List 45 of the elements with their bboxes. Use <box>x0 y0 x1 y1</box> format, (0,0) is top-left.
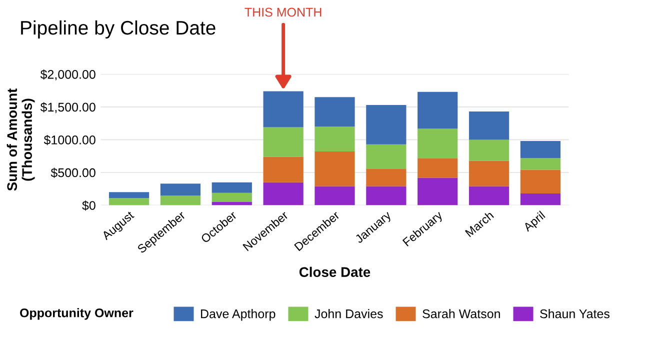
bar <box>108 198 150 206</box>
bar <box>468 140 510 161</box>
bar <box>263 182 304 206</box>
y-tick-label: $0 <box>82 200 96 211</box>
bar <box>314 186 355 206</box>
bar <box>468 112 510 140</box>
annotation: THIS MONTH <box>244 8 322 17</box>
bar <box>263 127 304 157</box>
bar <box>366 186 406 206</box>
bar <box>418 92 458 129</box>
bar <box>520 170 561 194</box>
bar <box>418 128 458 158</box>
legend-label: Shaun Yates <box>540 309 610 318</box>
y-tick-label: $1,500.00 <box>40 102 96 114</box>
bar <box>468 160 510 186</box>
bar <box>366 104 406 144</box>
bar <box>520 158 561 170</box>
bar <box>108 192 150 198</box>
y-tick-label: $500.00 <box>50 168 96 178</box>
bar <box>212 182 252 193</box>
bar <box>314 126 355 152</box>
y-tick-label: $1000.00 <box>44 135 96 146</box>
bar <box>212 192 252 202</box>
legend-label: Sarah Watson <box>422 309 500 318</box>
bar <box>263 156 304 182</box>
bar <box>418 158 458 178</box>
x-axis-title: Close Date <box>299 266 370 277</box>
y-tick-label: $2,000.00 <box>40 69 96 80</box>
bar <box>520 141 561 158</box>
legend-label: John Davies <box>314 309 383 318</box>
bar <box>263 91 304 128</box>
chart-title: Pipeline by Close Date <box>21 20 216 39</box>
bar <box>366 168 406 186</box>
bar <box>520 193 561 206</box>
bar <box>314 152 355 186</box>
bar <box>418 178 458 206</box>
y-axis-title: Sum of Amount (Thousands) <box>6 88 35 191</box>
legend-title: Opportunity Owner <box>20 308 134 320</box>
bar <box>212 202 252 206</box>
bar <box>314 97 355 127</box>
bar <box>160 195 201 206</box>
bar <box>160 184 201 196</box>
legend-label: Dave Apthorp <box>201 309 276 321</box>
bar <box>366 144 406 169</box>
bar <box>468 186 510 206</box>
